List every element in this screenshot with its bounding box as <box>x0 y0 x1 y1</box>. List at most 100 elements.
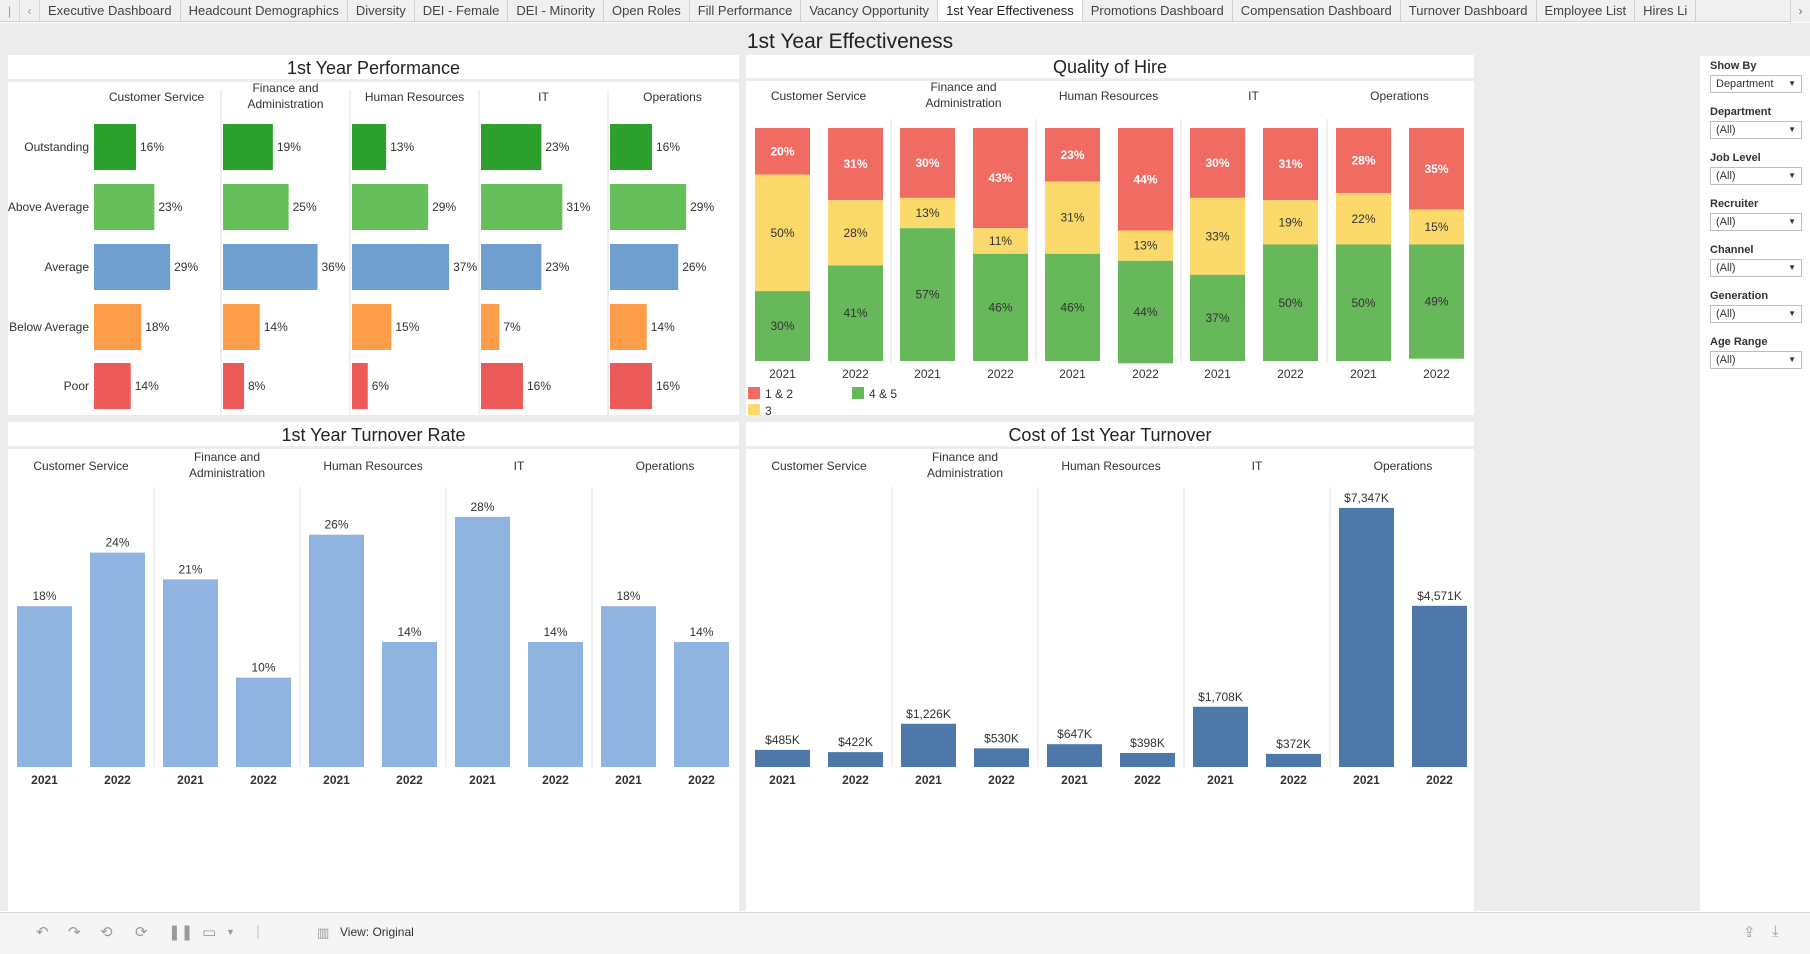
bar <box>528 641 583 767</box>
revert-icon[interactable]: ⟲ <box>100 924 113 941</box>
tab-fill-performance[interactable]: Fill Performance <box>690 0 802 21</box>
dept-header: Human Resources <box>1059 89 1158 103</box>
bar-outstanding <box>94 124 136 170</box>
stack-segment-1-2 <box>1263 128 1318 201</box>
filter-dropdown[interactable]: Department ▼ <box>1710 75 1802 93</box>
year-label: 2021 <box>31 773 58 787</box>
segment-label: 46% <box>988 300 1012 314</box>
dept-header: Customer Service <box>771 89 867 103</box>
filter-value: (All) <box>1716 170 1736 182</box>
view-icon[interactable]: ▥ <box>317 925 330 940</box>
segment-label: 28% <box>1351 154 1375 168</box>
dept-header: Finance and <box>930 81 996 94</box>
bar <box>90 552 145 767</box>
tab-executive-dashboard[interactable]: Executive Dashboard <box>40 0 181 21</box>
tab-compensation-dashboard[interactable]: Compensation Dashboard <box>1233 0 1401 21</box>
filter-dropdown[interactable]: (All) ▼ <box>1710 213 1802 231</box>
redo-icon[interactable]: ↷ <box>68 924 81 941</box>
filter-generation: Generation (All) ▼ <box>1710 290 1802 323</box>
bar-label: 14% <box>543 625 567 639</box>
year-label: 2021 <box>1059 367 1086 381</box>
undo-icon[interactable]: ↶ <box>36 924 49 941</box>
bar <box>828 752 883 767</box>
filter-label: Generation <box>1710 290 1769 302</box>
filter-dropdown[interactable]: (All) ▼ <box>1710 167 1802 185</box>
filter-job-level: Job Level (All) ▼ <box>1710 152 1802 185</box>
legend-label: 3 <box>765 404 772 415</box>
bar-above-average <box>94 184 155 230</box>
bar <box>674 641 729 767</box>
tab-turnover-dashboard[interactable]: Turnover Dashboard <box>1401 0 1537 21</box>
bar <box>309 534 364 767</box>
share-icon[interactable]: ⇪ <box>1743 924 1756 941</box>
refresh-icon[interactable]: ⟳ <box>135 924 148 941</box>
filter-dropdown[interactable]: (All) ▼ <box>1710 305 1802 323</box>
segment-label: 28% <box>843 226 867 240</box>
tab-scroll-left-start-icon[interactable]: | <box>0 0 20 21</box>
pause-updates-icon[interactable]: ❚❚ <box>168 924 194 941</box>
year-label: 2022 <box>1132 367 1159 381</box>
chevron-down-icon: ▼ <box>1788 309 1796 318</box>
row-label: Below Average <box>9 320 89 334</box>
bar-label: 13% <box>390 140 414 154</box>
bar-above-average <box>481 184 563 230</box>
tab-scroll-left-icon[interactable]: ‹ <box>20 0 40 21</box>
quality-chart: Customer Service 20% 50% 30% 2021 31% 28% 41% 20… <box>748 81 1464 415</box>
download-icon[interactable]: ⤓ <box>1772 923 1779 940</box>
presentation-icon[interactable]: ▭ <box>202 924 217 941</box>
year-label: 2022 <box>1134 773 1161 787</box>
year-label: 2021 <box>769 367 796 381</box>
segment-label: 46% <box>1060 300 1084 314</box>
stack-segment-1-2 <box>755 128 810 175</box>
bar-label: 16% <box>656 379 680 393</box>
quality-title: Quality of Hire <box>1052 57 1168 77</box>
segment-label: 22% <box>1351 212 1375 226</box>
filter-value: (All) <box>1716 124 1736 136</box>
view-label[interactable]: View: Original <box>340 925 414 939</box>
year-label: 2021 <box>1353 773 1380 787</box>
filter-label: Job Level <box>1710 152 1761 164</box>
stack-segment-3 <box>900 197 955 229</box>
tab-diversity[interactable]: Diversity <box>348 0 415 21</box>
bar-label: $398K <box>1130 736 1165 750</box>
bar-average <box>223 244 318 290</box>
bar-label: $422K <box>838 735 873 749</box>
tab-headcount-demographics[interactable]: Headcount Demographics <box>181 0 348 21</box>
stack-segment-3 <box>1263 200 1318 245</box>
segment-label: 20% <box>770 144 794 158</box>
filter-dropdown[interactable]: (All) ▼ <box>1710 351 1802 369</box>
bar-label: 37% <box>453 260 477 274</box>
tab-dei-minority[interactable]: DEI - Minority <box>508 0 605 21</box>
tab-scroll-right-icon[interactable]: › <box>1790 0 1810 22</box>
tab-promotions-dashboard[interactable]: Promotions Dashboard <box>1083 0 1233 21</box>
bar-label: 18% <box>32 589 56 603</box>
bar-average <box>481 244 542 290</box>
filter-show-by: Show By Department ▼ <box>1710 60 1802 93</box>
bar-label: $4,571K <box>1417 589 1462 603</box>
dept-header: Customer Service <box>33 459 129 473</box>
bar-label: 26% <box>682 260 706 274</box>
dept-header: IT <box>514 459 525 473</box>
filter-dropdown[interactable]: (All) ▼ <box>1710 121 1802 139</box>
turnover-rate-panel: 1st Year Turnover Rate Customer Service 1… <box>8 422 739 911</box>
tab-employee-list[interactable]: Employee List <box>1537 0 1636 21</box>
filter-sidebar: Show By Department ▼ Department (All) ▼ Job Le… <box>1700 56 1810 911</box>
stack-segment-4-5 <box>1190 274 1245 361</box>
filter-dropdown[interactable]: (All) ▼ <box>1710 259 1802 277</box>
bar-poor <box>94 363 131 409</box>
year-label: 2022 <box>987 367 1014 381</box>
bar-label: 14% <box>689 625 713 639</box>
tab-open-roles[interactable]: Open Roles <box>604 0 690 21</box>
year-label: 2022 <box>842 367 869 381</box>
filter-age-range: Age Range (All) ▼ <box>1710 336 1802 369</box>
year-label: 2022 <box>250 773 277 787</box>
chevron-down-icon[interactable]: ▼ <box>226 927 235 937</box>
stack-segment-4-5 <box>900 228 955 361</box>
tab-dei-female[interactable]: DEI - Female <box>415 0 509 21</box>
stack-segment-1-2 <box>1409 128 1464 210</box>
legend-label: 1 & 2 <box>765 387 793 401</box>
tab-vacancy-opportunity[interactable]: Vacancy Opportunity <box>801 0 939 21</box>
stack-segment-4-5 <box>1045 253 1100 361</box>
tab-1st-year-effectiveness[interactable]: 1st Year Effectiveness <box>938 0 1083 21</box>
tab-hires-li[interactable]: Hires Li <box>1635 0 1697 21</box>
